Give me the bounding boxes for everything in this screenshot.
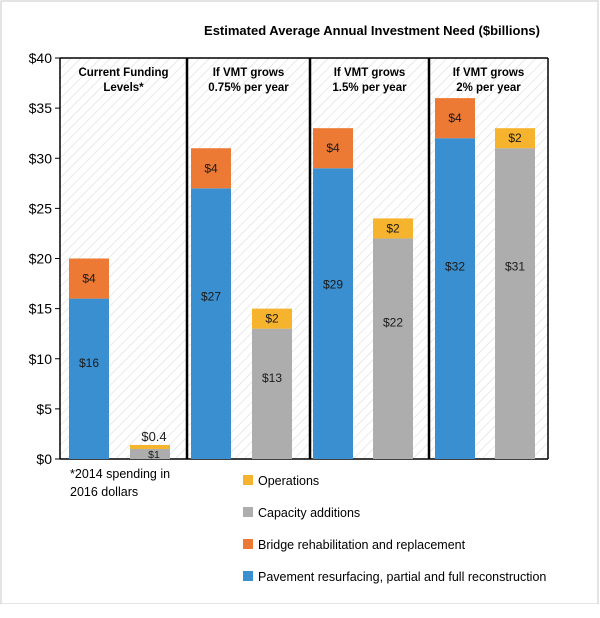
footnote-line-1: *2014 spending in: [70, 467, 170, 481]
panel-label-4-line-1: If VMT grows: [453, 67, 525, 79]
legend-label-operations: Operations: [258, 474, 319, 488]
data-label-operations: $2: [508, 131, 522, 145]
y-tick-label: $35: [29, 100, 53, 116]
data-label-operations: $2: [265, 312, 279, 326]
y-tick-label: $15: [29, 301, 53, 317]
data-label-operations: $0.4: [141, 429, 166, 444]
bar-segment-capacity: [373, 238, 413, 459]
bar-segment-bridge: [313, 128, 353, 169]
legend-label-pavement: Pavement resurfacing, partial and full r…: [258, 570, 546, 584]
data-label-capacity: $1: [148, 449, 160, 461]
data-label-pavement: $27: [201, 290, 221, 304]
data-label-capacity: $13: [262, 371, 282, 385]
bar-segment-pavement: [435, 138, 475, 459]
bar-segment-pavement: [191, 188, 231, 459]
data-label-pavement: $29: [323, 278, 343, 292]
y-tick-label: $5: [36, 401, 52, 417]
bar-segment-capacity: [495, 148, 535, 459]
data-label-capacity: $31: [505, 259, 525, 273]
legend-label-bridge: Bridge rehabilitation and replacement: [258, 538, 466, 552]
footnote-line-2: 2016 dollars: [70, 485, 138, 499]
legend-swatch-bridge: [243, 539, 253, 549]
legend-label-capacity: Capacity additions: [258, 506, 360, 520]
legend: Operations Capacity additions Bridge rehab…: [243, 474, 546, 584]
data-label-bridge: $4: [448, 111, 462, 125]
bar-segment-capacity: [252, 328, 292, 459]
bar-segment-operations: [130, 444, 170, 449]
data-label-operations: $2: [386, 221, 400, 235]
data-label-pavement: $32: [445, 260, 465, 274]
legend-swatch-operations: [243, 475, 253, 485]
bar-segment-bridge: [435, 98, 475, 139]
legend-swatch-capacity: [243, 507, 253, 517]
bar-segment-bridge: [191, 148, 231, 189]
bar-segment-operations: [495, 128, 535, 149]
y-tick-label: $30: [29, 150, 53, 166]
panel-label-1-line-1: Current Funding: [78, 67, 168, 79]
y-tick-label: $25: [29, 200, 53, 216]
bar-segment-operations: [373, 218, 413, 239]
bar-segment-operations: [252, 308, 292, 329]
chart-title: Estimated Average Annual Investment Need…: [204, 23, 540, 38]
bar-segment-bridge: [69, 258, 109, 299]
y-tick-label: $40: [29, 50, 53, 66]
panel-label-1-line-2: Levels*: [103, 82, 144, 94]
y-tick-label: $0: [36, 451, 52, 467]
data-label-capacity: $22: [383, 315, 403, 329]
data-label-bridge: $4: [204, 161, 218, 175]
panel-label-4-line-2: 2% per year: [456, 82, 521, 94]
data-label-bridge: $4: [326, 141, 340, 155]
panel-label-3-line-1: If VMT grows: [334, 67, 406, 79]
panel-label-2-line-2: 0.75% per year: [208, 82, 289, 94]
data-label-pavement: $16: [79, 356, 99, 370]
bar-segment-pavement: [69, 298, 109, 459]
bottom-cut-caption-strip: [1, 604, 598, 613]
legend-swatch-pavement: [243, 571, 253, 581]
y-tick-label: $10: [29, 351, 53, 367]
bar-segment-capacity: [130, 448, 170, 459]
panel-label-3-line-2: 1.5% per year: [332, 82, 407, 94]
y-tick-label: $20: [29, 251, 53, 267]
data-label-bridge: $4: [82, 272, 96, 286]
panel-label-2-line-1: If VMT grows: [213, 67, 285, 79]
bar-segment-pavement: [313, 168, 353, 459]
